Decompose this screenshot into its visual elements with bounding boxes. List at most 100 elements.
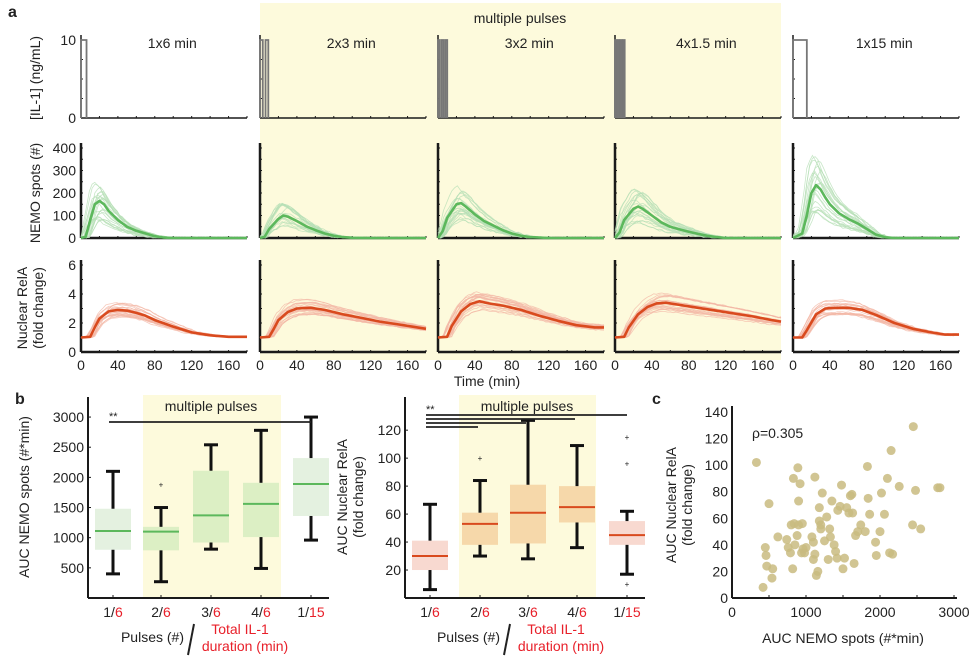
scatter-point [808,537,818,547]
pulses-count: 2/ [151,604,163,620]
scatter-point [790,540,800,550]
x-category-label: 3/6 [518,604,538,620]
outlier: + [159,481,164,490]
x-tick-label: 120 [892,357,916,373]
x-tick-label: 1000 [790,604,821,620]
scatter-point [876,488,886,498]
pulses-count: 2/ [470,604,482,620]
scatter-point [785,548,795,558]
rela-trace [259,301,427,339]
duration-value: 6 [213,604,221,620]
y-tick-label: 0 [68,230,76,246]
condition-label: 2x3 min [327,35,376,51]
duration-value: 6 [530,604,538,620]
scatter-point [810,549,820,559]
scatter-point [888,549,898,559]
scatter-point [849,558,859,568]
scatter-point [764,499,774,509]
x-tick-label: 0 [434,357,442,373]
rela-trace [437,294,605,339]
y-tick-label: 120 [705,431,729,447]
scatter-point [908,422,918,432]
rela-mean-line [437,300,604,339]
x-tick-label: 80 [859,357,875,373]
x-tick-label: 40 [644,357,660,373]
rela-trace [437,309,605,338]
box [510,484,546,544]
y-tick-label: 200 [53,185,77,201]
scatter-point [860,527,870,537]
xlabel-pulses-b-nemo: Pulses (#) [121,629,184,645]
nemo-trace [80,210,248,239]
y-tick-label: 3000 [53,409,84,425]
y-tick-label: 500 [61,560,85,576]
y-tick-label: 10 [60,32,76,48]
rela-trace [792,312,960,339]
y-tick-label: 2500 [53,439,84,455]
pulses-count: 3/ [201,604,213,620]
x-category-label: 1/15 [297,604,324,620]
x-tick-label: 160 [217,357,241,373]
scatter-point [848,508,858,518]
x-tick-label: 160 [396,357,420,373]
y-tick-label: 100 [378,450,402,466]
y-tick-label: 80 [385,478,401,494]
outlier: + [625,580,630,589]
x-tick-label: 40 [110,357,126,373]
x-category-label: 1/6 [420,604,440,620]
x-tick-label: 40 [822,357,838,373]
condition-label: 4x1.5 min [676,35,737,51]
rela-mean-line [259,306,427,339]
y-tick-label: 60 [385,506,401,522]
scatter-point [882,473,892,483]
nemo-trace [792,160,960,239]
scatter-point [832,553,842,563]
stim-pulse [437,39,441,118]
duration-value: 6 [482,604,490,620]
multiple-pulses-label-b-rela: multiple pulses [481,398,574,414]
xlabel-slash-b-nemo [187,623,195,656]
box [559,486,595,523]
nemo-trace [80,218,247,239]
ylabel-nemo: NEMO spots (#) [27,143,43,243]
xlabel-slash-b-rela [503,623,511,656]
scatter-point [760,543,770,553]
scatter-point [768,564,778,574]
x-category-label: 4/6 [251,604,271,620]
x-tick-label: 0 [256,357,264,373]
nemo-trace [792,159,960,239]
x-category-label: 1/15 [613,604,640,620]
x-category-label: 2/6 [470,604,490,620]
scatter-point [865,509,875,519]
ylabel-auc-nemo: AUC NEMO spots (#*min) [16,416,32,578]
y-tick-label: 4 [68,286,76,302]
xlabel-total-b-nemo: Total IL-1 [211,621,269,637]
y-tick-label: 6 [68,257,76,273]
duration-value: 6 [263,604,271,620]
ylabel-c-line2: (fold change) [679,464,695,546]
duration-value: 6 [579,604,587,620]
scatter-point [847,489,857,499]
scatter-point [837,480,847,490]
duration-value: 6 [115,604,123,620]
scatter-point [875,527,885,537]
y-tick-label: 40 [712,537,728,553]
y-tick-label: 0 [68,110,76,126]
multiple-pulses-label-a: multiple pulses [474,10,567,26]
y-tick-label: 140 [705,404,729,420]
box [609,521,645,545]
rela-trace [259,313,427,338]
x-tick-label: 80 [326,357,342,373]
scatter-point [827,496,837,506]
stim-pulse [444,39,449,118]
scatter-point [871,537,881,547]
panel-label-a: a [8,4,17,21]
x-tick-label: 0 [77,357,85,373]
rela-trace [614,307,782,339]
scatter-point [825,532,835,542]
y-tick-label: 40 [385,534,401,550]
condition-label: 1x6 min [148,35,197,51]
scatter-point [773,532,783,542]
